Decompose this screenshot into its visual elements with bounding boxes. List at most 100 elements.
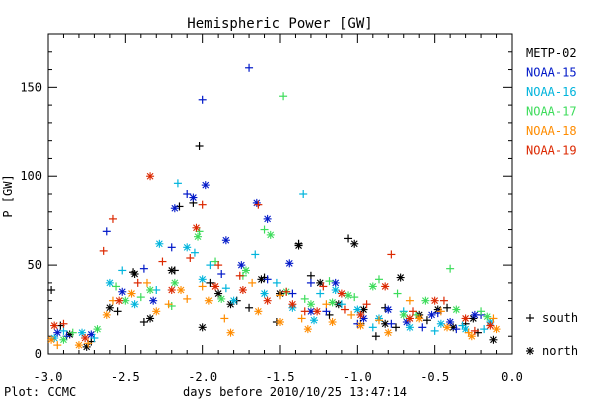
- north-point: [443, 323, 452, 332]
- north-point: [201, 181, 210, 190]
- north-point: [469, 314, 478, 323]
- legend-entry: NOAA-17: [526, 105, 577, 119]
- south-point: [362, 300, 371, 309]
- south-point: [198, 282, 207, 291]
- marker-legend: south north: [526, 311, 578, 358]
- south-point: [306, 271, 315, 280]
- south-point: [446, 264, 455, 273]
- south-point: [470, 326, 479, 335]
- north-point: [50, 321, 59, 330]
- north-point: [81, 334, 90, 342]
- x-axis-ticks: -3.0 -2.5 -2.0 -1.5 -1.0 -0.5 0.0: [34, 34, 523, 384]
- south-point: [418, 323, 427, 332]
- south-point: [102, 227, 111, 236]
- north-point: [226, 328, 235, 337]
- south-point: [350, 293, 359, 302]
- south-point: [480, 325, 489, 334]
- x-axis-label: days before 2010/10/25 13:47:14: [183, 385, 407, 399]
- north-point: [211, 282, 220, 291]
- legend-entry: NOAA-16: [526, 85, 577, 99]
- north-point: [238, 286, 247, 294]
- north-point: [146, 286, 155, 294]
- north-point: [155, 239, 164, 248]
- y-axis-ticks: 0 50 100 150: [20, 51, 512, 361]
- north-point: [74, 341, 83, 350]
- south-point: [136, 293, 145, 302]
- north-point: [260, 289, 269, 298]
- south-point: [405, 296, 414, 305]
- south-point: [387, 319, 396, 328]
- south-point: [272, 278, 281, 287]
- north-point: [452, 305, 461, 314]
- north-point: [170, 204, 179, 213]
- north-point: [310, 316, 319, 325]
- series-legend: METP-02 NOAA-15 NOAA-16 NOAA-17 NOAA-18 NOAA-…: [526, 46, 577, 158]
- north-point: [276, 318, 284, 326]
- south-point: [322, 307, 331, 316]
- north-point: [198, 275, 207, 284]
- north-point: [170, 278, 179, 287]
- south-point: [142, 278, 151, 287]
- south-point: [439, 296, 448, 305]
- north-point: [461, 314, 470, 323]
- south-point: [190, 248, 199, 257]
- north-point: [152, 307, 161, 316]
- north-point: [189, 193, 198, 202]
- north-point: [483, 312, 492, 321]
- south-point: [99, 246, 108, 255]
- south-point: [195, 142, 204, 150]
- south-point: [489, 314, 498, 323]
- north-point: [399, 310, 408, 319]
- south-point: [254, 200, 263, 209]
- south-point: [158, 257, 167, 266]
- north-point: [328, 318, 337, 326]
- north-point: [121, 296, 130, 305]
- south-point: [133, 278, 142, 287]
- south-point: [393, 289, 402, 298]
- north-point: [356, 310, 365, 319]
- south-point: [90, 334, 99, 342]
- south-point: [235, 271, 244, 280]
- north-point: [467, 332, 476, 341]
- south-point: [288, 289, 297, 298]
- y-tick-label: 100: [20, 169, 42, 183]
- south-point: [316, 289, 325, 298]
- south-point: [409, 307, 418, 316]
- south-point: [279, 92, 288, 101]
- south-point: [164, 300, 173, 309]
- y-tick-label: 0: [35, 347, 42, 361]
- north-point: [217, 294, 226, 303]
- south-point: [374, 316, 383, 325]
- north-point: [285, 259, 294, 268]
- north-point: [214, 289, 223, 298]
- north-point: [436, 319, 445, 328]
- south-point: [248, 278, 257, 287]
- north-point: [384, 305, 393, 314]
- north-point: [461, 325, 470, 334]
- north-point: [381, 282, 390, 291]
- north-point: [350, 239, 359, 248]
- legend-entry: METP-02: [526, 46, 577, 60]
- north-point: [146, 172, 155, 181]
- north-point: [102, 310, 111, 319]
- north-point: [492, 325, 501, 334]
- south-point: [347, 310, 356, 319]
- north-point: [303, 325, 312, 334]
- north-point: [118, 287, 127, 296]
- north-point: [405, 314, 414, 323]
- north-point: [177, 286, 186, 294]
- south-point: [300, 294, 309, 303]
- north-point: [331, 286, 340, 294]
- south-point: [337, 300, 346, 309]
- south-point: [245, 63, 254, 72]
- north-point: [192, 223, 201, 232]
- south-point: [206, 261, 215, 270]
- north-point: [257, 275, 266, 284]
- north-point: [415, 314, 424, 323]
- south-point: [139, 318, 148, 326]
- north-point: [328, 298, 337, 307]
- north-point: [344, 291, 353, 300]
- south-point: [325, 277, 334, 286]
- x-tick-label: -1.5: [266, 370, 295, 384]
- south-point: [198, 200, 207, 209]
